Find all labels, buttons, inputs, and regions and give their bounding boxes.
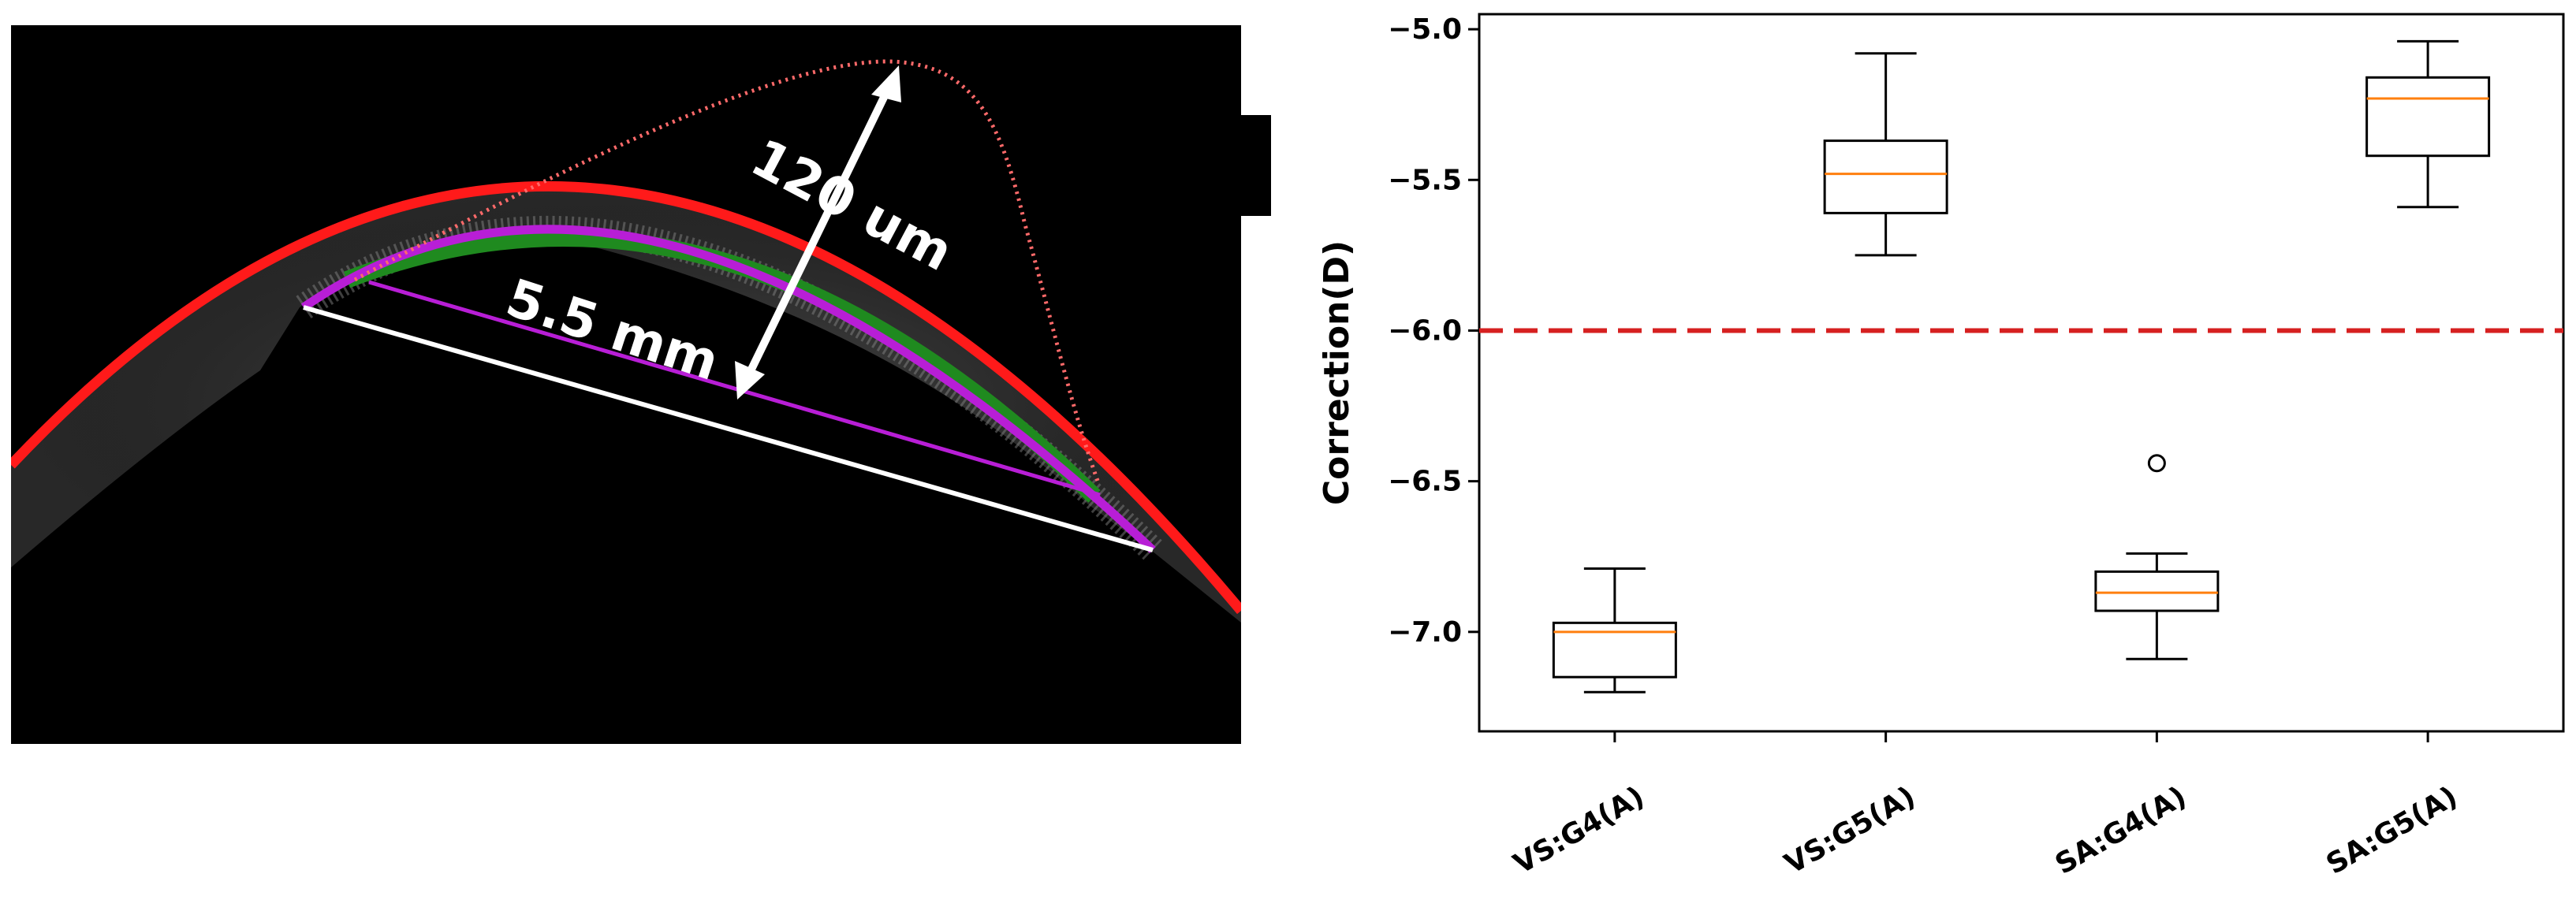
y-tick-label: −6.0 [1388, 314, 1462, 347]
box-vs-g5-a- [1823, 52, 1948, 257]
y-tick-label: −7.0 [1388, 616, 1462, 649]
y-tick-label: −5.5 [1388, 164, 1462, 196]
iqr-box [1552, 621, 1677, 679]
y-axis-label: Correction(D) [1317, 240, 1357, 505]
boxes-group [1552, 39, 2491, 693]
plot-area-frame [1478, 13, 2565, 733]
box-plot-chart: −5.0 −5.5 −6.0 −6.5 −7.0 VS:G4(A) VS:G5(A) SA:… [1317, 13, 2565, 881]
iqr-box [1823, 139, 1948, 214]
x-axis-ticks: VS:G4(A) VS:G5(A) SA:G4(A) SA:G5(A) [1508, 731, 2463, 881]
oct-image-panel: 120 um 5.5 mm [11, 25, 1271, 744]
box-sa-g4-a- [2094, 454, 2220, 660]
y-axis-ticks: −5.0 −5.5 −6.0 −6.5 −7.0 [1388, 13, 1479, 649]
posterior-fit-curve [300, 225, 1156, 553]
oct-background-notch [1241, 115, 1271, 216]
anterior-surface-curve [11, 181, 1241, 615]
outlier-point [2147, 454, 2166, 473]
y-tick-label: −5.0 [1388, 13, 1462, 46]
x-tick-label: SA:G4(A) [2050, 780, 2192, 881]
magenta-chord [368, 280, 1101, 497]
x-tick-label: VS:G5(A) [1780, 780, 1921, 880]
y-tick-label: −6.5 [1388, 466, 1462, 498]
box-vs-g4-a- [1552, 567, 1677, 693]
white-chord [303, 305, 1154, 552]
height-arrow [735, 65, 901, 400]
iqr-box [2365, 76, 2491, 158]
x-tick-label: SA:G5(A) [2321, 780, 2463, 881]
box-sa-g5-a- [2365, 39, 2491, 209]
x-tick-label: VS:G4(A) [1508, 780, 1650, 880]
thickness-profile-curve [353, 59, 1100, 482]
iqr-box [2094, 570, 2220, 612]
